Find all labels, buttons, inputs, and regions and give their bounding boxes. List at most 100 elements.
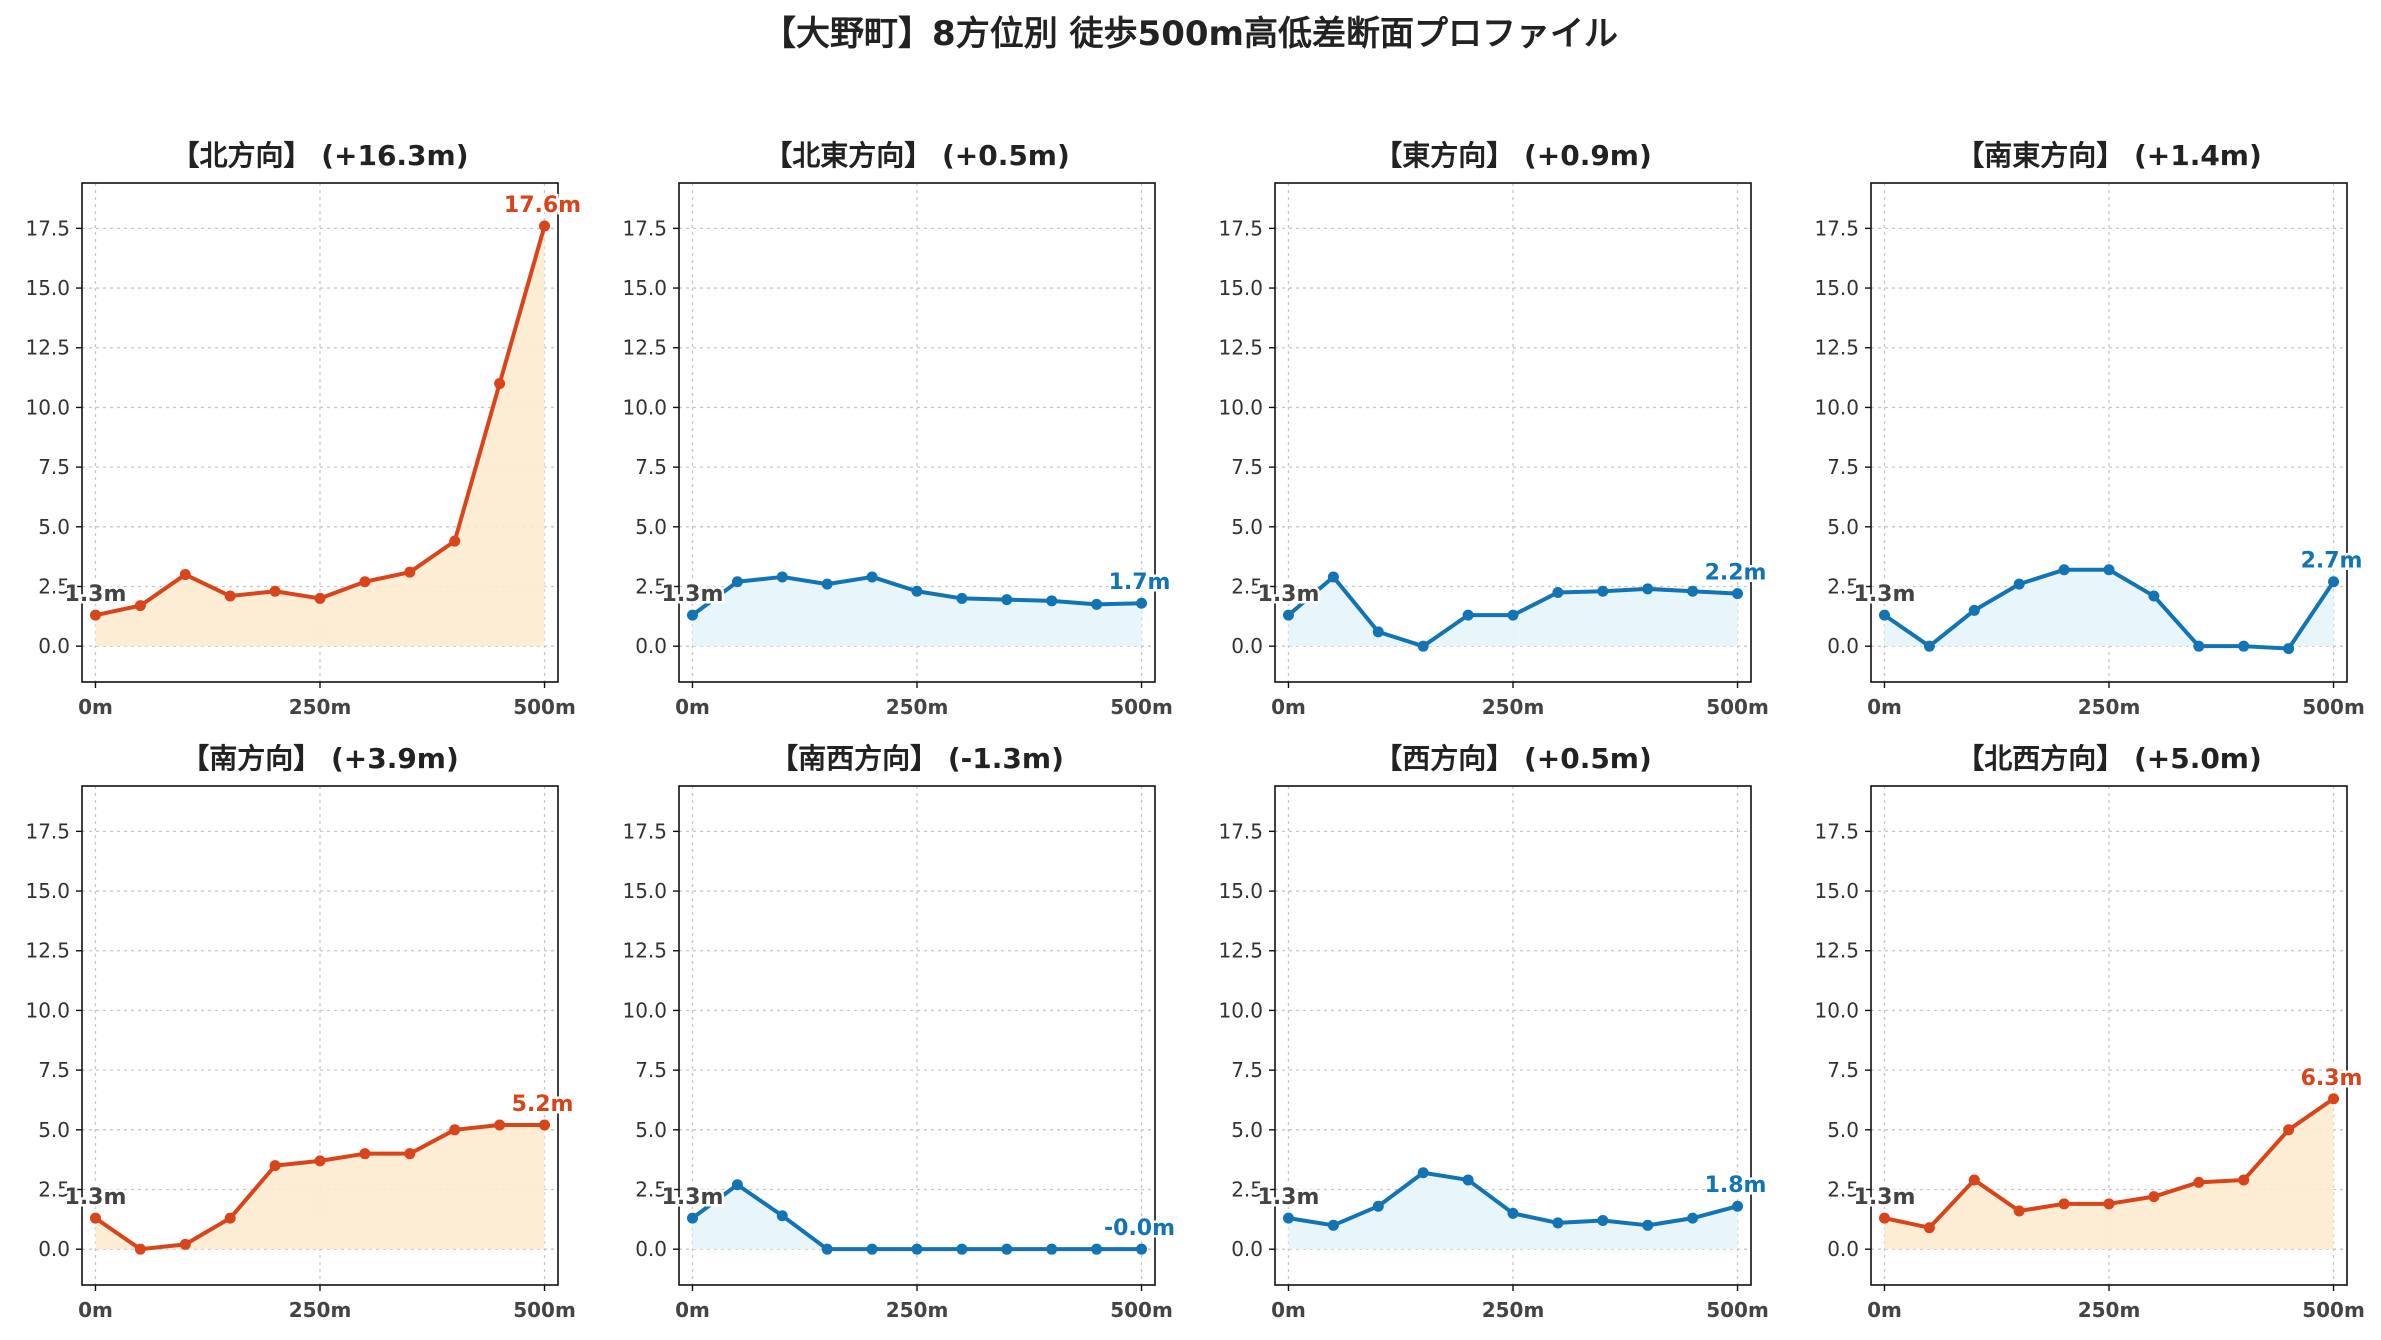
y-tick-label: 10.0	[1218, 998, 1263, 1022]
data-point	[866, 1243, 878, 1255]
data-point	[2238, 640, 2250, 652]
y-tick-label: 2.5	[635, 1177, 667, 1201]
end-elevation-label: 17.6m	[504, 193, 581, 218]
data-point	[731, 576, 743, 588]
y-tick-label: 17.5	[25, 216, 70, 240]
data-point	[134, 1243, 146, 1255]
y-tick-label: 0.0	[1231, 634, 1263, 658]
x-tick-label: 0m	[675, 695, 710, 719]
data-point	[1001, 594, 1013, 606]
x-tick-label: 500m	[513, 695, 576, 719]
data-point	[2013, 1205, 2025, 1217]
data-point	[1597, 585, 1609, 597]
panel-title: 【南方向】 (+3.9m)	[181, 742, 459, 775]
data-point	[1923, 640, 1935, 652]
data-point	[731, 1179, 743, 1191]
y-tick-label: 15.0	[25, 276, 70, 300]
panel-title: 【北西方向】 (+5.0m)	[1956, 742, 2262, 775]
data-point	[1687, 1212, 1699, 1224]
x-tick-label: 250m	[289, 1298, 352, 1322]
data-point	[224, 590, 236, 602]
y-tick-label: 5.0	[635, 1118, 667, 1142]
data-point	[89, 1212, 101, 1224]
y-tick-label: 10.0	[25, 395, 70, 419]
end-elevation-label: -0.0m	[1104, 1216, 1175, 1241]
data-point	[1372, 1200, 1384, 1212]
y-tick-label: 10.0	[1814, 998, 1859, 1022]
y-tick-label: 12.5	[1814, 939, 1859, 963]
y-tick-label: 2.5	[38, 1177, 70, 1201]
data-point	[2283, 643, 2295, 655]
data-point	[1642, 1219, 1654, 1231]
y-tick-label: 12.5	[622, 336, 667, 360]
data-point	[2058, 1198, 2070, 1210]
x-tick-label: 500m	[1706, 1298, 1769, 1322]
x-tick-label: 250m	[886, 695, 949, 719]
y-tick-label: 12.5	[1218, 939, 1263, 963]
data-point	[1968, 1174, 1980, 1186]
y-tick-label: 17.5	[1814, 819, 1859, 843]
y-tick-label: 17.5	[1814, 216, 1859, 240]
profile-panel: 【北方向】 (+16.3m) 0.0 2.5 5.0 7.5 10.0 12.5 15.0 17…	[25, 139, 583, 719]
data-point	[134, 600, 146, 612]
data-point	[1091, 1243, 1103, 1255]
start-elevation-label: 1.3m	[662, 1185, 724, 1210]
x-tick-label: 0m	[675, 1298, 710, 1322]
data-point	[956, 1243, 968, 1255]
y-tick-label: 0.0	[38, 1237, 70, 1261]
data-point	[2193, 640, 2205, 652]
x-tick-label: 250m	[2078, 695, 2141, 719]
data-point	[179, 1238, 191, 1250]
data-point	[2193, 1176, 2205, 1188]
data-point	[2283, 1124, 2295, 1136]
area-fill	[692, 576, 1142, 647]
profile-panel: 【北西方向】 (+5.0m) 0.0 2.5 5.0 7.5 10.0 12.5 15.0 17…	[1814, 742, 2365, 1322]
x-tick-label: 0m	[1271, 1298, 1306, 1322]
y-tick-label: 7.5	[1827, 1058, 1859, 1082]
y-tick-label: 17.5	[622, 216, 667, 240]
data-point	[2238, 1174, 2250, 1186]
data-point	[2148, 1191, 2160, 1203]
y-tick-label: 10.0	[622, 395, 667, 419]
x-tick-label: 0m	[1271, 695, 1306, 719]
data-point	[89, 609, 101, 621]
data-point	[1968, 604, 1980, 616]
area-fill	[1884, 1098, 2334, 1250]
data-point	[1552, 1217, 1564, 1229]
end-elevation-label: 1.7m	[1109, 570, 1171, 595]
data-point	[269, 585, 281, 597]
data-point	[1091, 598, 1103, 610]
data-point	[1507, 609, 1519, 621]
data-point	[314, 1155, 326, 1167]
data-point	[1462, 609, 1474, 621]
y-tick-label: 7.5	[38, 1058, 70, 1082]
y-tick-label: 2.5	[1231, 1177, 1263, 1201]
end-elevation-label: 6.3m	[2301, 1066, 2363, 1091]
data-point	[686, 1212, 698, 1224]
data-point	[1417, 1167, 1429, 1179]
y-tick-label: 15.0	[1218, 879, 1263, 903]
profile-panel: 【南東方向】 (+1.4m) 0.0 2.5 5.0 7.5 10.0 12.5 15.0 17…	[1814, 139, 2365, 719]
data-point	[359, 576, 371, 588]
data-point	[449, 1124, 461, 1136]
data-point	[2103, 564, 2115, 576]
data-point	[776, 571, 788, 583]
x-tick-label: 250m	[2078, 1298, 2141, 1322]
data-point	[314, 592, 326, 604]
data-point	[1642, 583, 1654, 595]
y-tick-label: 10.0	[622, 998, 667, 1022]
end-elevation-label: 2.2m	[1705, 561, 1767, 586]
x-tick-label: 0m	[78, 1298, 113, 1322]
data-point	[1878, 1212, 1890, 1224]
y-tick-label: 2.5	[1827, 1177, 1859, 1201]
y-tick-label: 7.5	[635, 1058, 667, 1082]
start-elevation-label: 1.3m	[1258, 582, 1320, 607]
end-elevation-label: 1.8m	[1705, 1173, 1767, 1198]
y-tick-label: 0.0	[1827, 1237, 1859, 1261]
y-tick-label: 12.5	[1814, 336, 1859, 360]
area-fill	[1288, 576, 1738, 647]
y-tick-label: 15.0	[622, 879, 667, 903]
y-tick-label: 5.0	[1231, 515, 1263, 539]
y-tick-label: 12.5	[25, 336, 70, 360]
